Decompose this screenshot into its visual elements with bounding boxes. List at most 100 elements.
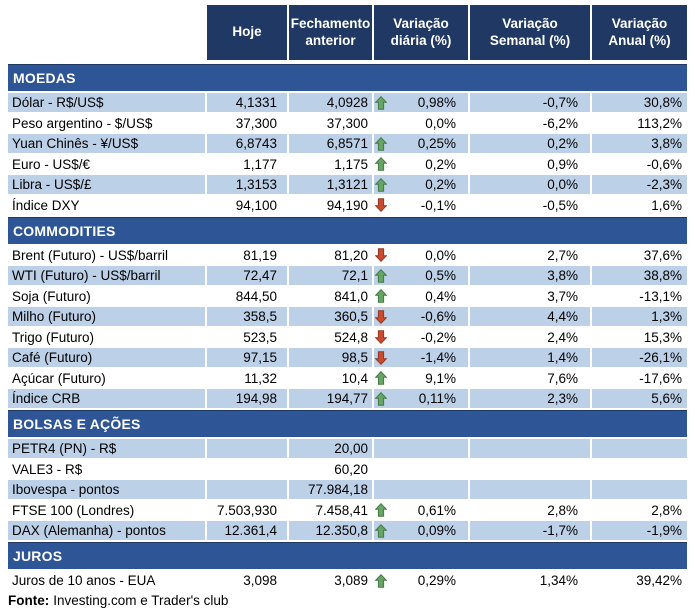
cell-variacao-semanal: 3,7% [468,286,590,306]
cell-variacao-semanal: 0,0% [468,175,590,194]
cell-variacao-semanal [468,439,590,458]
down-arrow-icon [375,309,388,324]
table-row: PETR4 (PN) - R$ 20,00 [8,439,687,458]
section-header-moedas: MOEDAS [8,64,687,91]
cell-variacao-anual: 113,2% [590,113,687,133]
column-header-variacao-semanal: Variação Semanal (%) [468,5,590,60]
cell-variacao-semanal: 0,2% [468,134,590,153]
cell-variacao-diaria: 0,2% [372,154,468,174]
cell-variacao-semanal: -6,2% [468,113,590,133]
source-note: Fonte: Investing.com e Trader's club [8,593,687,608]
table-row: Café (Futuro) 97,15 98,5 -1,4% 1,4% -26,1% [8,348,687,367]
cell-variacao-diaria: 9,1% [372,368,468,388]
cell-variacao-diaria: -1,4% [372,348,468,367]
up-arrow-icon [375,503,388,517]
cell-variacao-semanal: 2,8% [468,500,590,520]
cell-variacao-anual: 1,3% [590,307,687,326]
cell-variacao-semanal: 1,34% [468,571,590,590]
variacao-diaria-value: 0,4% [425,288,456,304]
row-label: Ibovespa - pontos [8,480,205,499]
cell-variacao-anual: 2,8% [590,500,687,520]
cell-fechamento-anterior: 524,8 [287,327,372,347]
table-body: MOEDAS Dólar - R$/US$ 4,1331 4,0928 0,98% -0,… [8,64,687,590]
row-label: FTSE 100 (Londres) [12,502,135,518]
cell-hoje: 3,098 [205,571,287,590]
cell-variacao-semanal: 0,9% [468,154,590,174]
table-row: Yuan Chinês - ¥/US$ 6,8743 6,8571 0,25% 0,2%… [8,134,687,153]
cell-variacao-diaria: 0,61% [372,500,468,520]
cell-fechamento-anterior: 6,8571 [287,134,372,153]
source-text: Investing.com e Trader's club [53,593,229,608]
variacao-diaria-value: 0,09% [417,523,456,538]
column-header-variacao-anual: Variação Anual (%) [590,5,687,60]
source-label: Fonte: [8,593,50,608]
cell-hoje: 11,32 [205,368,287,388]
cell-hoje: 523,5 [205,327,287,347]
table-row: WTI (Futuro) - US$/barril 72,47 72,1 0,5% 3,… [8,266,687,285]
down-arrow-icon [375,330,388,344]
table-row: Libra - US$/£ 1,3153 1,3121 0,2% 0,0% -2,3% [8,175,687,194]
cell-fechamento-anterior: 12.350,8 [287,521,372,540]
row-label: Açúcar (Futuro) [12,370,106,386]
cell-hoje: 358,5 [205,307,287,326]
variacao-diaria-value: 0,98% [417,95,456,110]
cell-hoje: 7.503,930 [205,500,287,520]
section-header-commodities: COMMODITIES [8,216,687,244]
row-label: Dólar - R$/US$ [8,93,205,112]
row-label: Peso argentino - $/US$ [12,115,153,131]
row-label: VALE3 - R$ [12,461,83,477]
down-arrow-icon [375,248,388,262]
cell-hoje [205,439,287,458]
cell-hoje: 4,1331 [205,93,287,112]
table-row: Açúcar (Futuro) 11,32 10,4 9,1% 7,6% -17,6% [8,368,687,388]
cell-fechamento-anterior: 37,300 [287,113,372,133]
cell-variacao-anual: 39,42% [590,571,687,590]
cell-fechamento-anterior: 3,089 [287,571,372,590]
column-header-variacao-diaria: Variação diária (%) [372,5,468,60]
down-arrow-icon [375,350,388,365]
cell-fechamento-anterior: 360,5 [287,307,372,326]
cell-variacao-anual [590,480,687,499]
row-label: Brent (Futuro) - US$/barril [12,247,169,263]
cell-variacao-anual: 30,8% [590,93,687,112]
cell-variacao-anual: 37,6% [590,245,687,265]
table-row: Brent (Futuro) - US$/barril 81,19 81,20 0,0… [8,245,687,265]
row-label: Euro - US$/€ [12,156,91,172]
cell-fechamento-anterior: 81,20 [287,245,372,265]
column-header-hoje: Hoje [205,5,287,60]
cell-fechamento-anterior: 20,00 [287,439,372,458]
cell-variacao-diaria [372,459,468,479]
cell-hoje: 81,19 [205,245,287,265]
cell-hoje: 194,98 [205,389,287,408]
cell-fechamento-anterior: 1,3121 [287,175,372,194]
cell-variacao-semanal: 7,6% [468,368,590,388]
cell-variacao-diaria: -0,6% [372,307,468,326]
cell-hoje: 94,100 [205,195,287,215]
row-label: Milho (Futuro) [8,307,205,326]
cell-fechamento-anterior: 1,175 [287,154,372,174]
variacao-diaria-value: 0,61% [417,502,456,518]
cell-fechamento-anterior: 7.458,41 [287,500,372,520]
cell-variacao-diaria: 0,25% [372,134,468,153]
cell-variacao-diaria: 0,98% [372,93,468,112]
table-header-row: Hoje Fechamento anterior Variação diária (… [8,5,687,60]
section-header-bolsas-e-acoes: BOLSAS E AÇÕES [8,410,687,437]
cell-variacao-diaria [372,439,468,458]
up-arrow-icon [375,523,388,538]
row-label: DAX (Alemanha) - pontos [8,521,205,540]
cell-variacao-semanal: 1,4% [468,348,590,367]
cell-variacao-semanal [468,459,590,479]
cell-variacao-diaria: 0,11% [372,389,468,408]
cell-fechamento-anterior: 94,190 [287,195,372,215]
cell-variacao-anual [590,459,687,479]
down-arrow-icon [375,198,388,212]
table-row: Juros de 10 anos - EUA 3,098 3,089 0,29% 1,3… [8,571,687,590]
cell-variacao-diaria: -0,1% [372,195,468,215]
row-label: Índice CRB [8,389,205,408]
up-arrow-icon [375,573,388,588]
cell-variacao-anual: 3,8% [590,134,687,153]
cell-variacao-semanal: 2,3% [468,389,590,408]
table-row: Índice CRB 194,98 194,77 0,11% 2,3% 5,6% [8,389,687,408]
variacao-diaria-value: 0,2% [425,156,456,172]
table-row: FTSE 100 (Londres) 7.503,930 7.458,41 0,61%… [8,500,687,520]
